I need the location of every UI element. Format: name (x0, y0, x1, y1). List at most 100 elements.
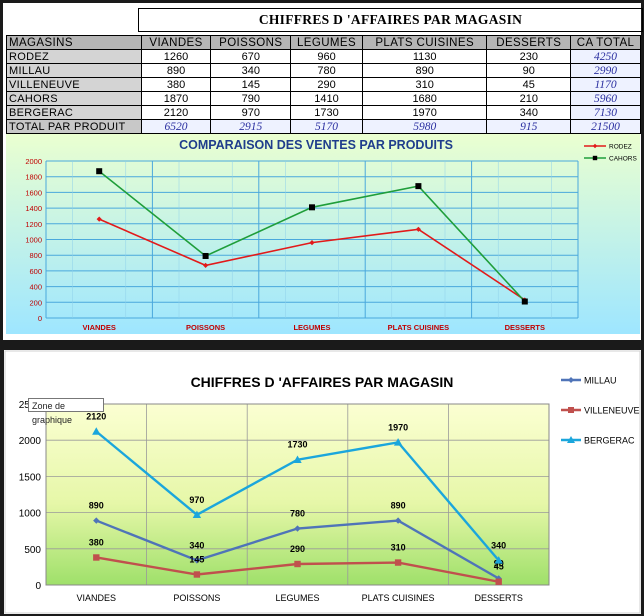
data-label: 340 (189, 540, 204, 550)
legend-marker (592, 155, 598, 161)
column-header: PLATS CUISINES (361, 35, 488, 50)
column-header: CA TOTAL (570, 35, 641, 50)
chart-comparaison[interactable]: 0 200 400 600 800 1000 1200 1400 1600 1800 2000 VIA… (6, 134, 640, 334)
total-cell: 7130 (570, 105, 641, 120)
total-cell: 4250 (570, 49, 641, 64)
data-label: 970 (189, 495, 204, 505)
product-total-cell: 5980 (361, 119, 488, 134)
legend-marker (592, 143, 598, 149)
total-label-cell: TOTAL PAR PRODUIT (6, 119, 142, 134)
data-label: 340 (491, 540, 506, 550)
store-name-cell: VILLENEUVE (6, 77, 142, 92)
top-panel: CHIFFRES D 'AFFAIRES PAR MAGASIN MAGASIN… (3, 3, 643, 340)
y-tick-label: 400 (29, 283, 42, 292)
value-cell: 670 (210, 49, 292, 64)
value-cell: 380 (140, 77, 212, 92)
column-header: POISSONS (210, 35, 292, 50)
data-point (415, 226, 421, 232)
y-tick-label: 200 (29, 298, 42, 307)
column-header: DESSERTS (486, 35, 572, 50)
data-label: 1970 (388, 422, 408, 432)
y-tick-label: 600 (29, 267, 42, 276)
y-tick-label: 2000 (25, 157, 42, 166)
y-tick-label: 1000 (25, 236, 42, 245)
chart-chiffres-magasin[interactable]: 05001000150020002500VIANDESPOISSONSLEGUM… (4, 350, 641, 614)
legend-label: MILLAU (584, 376, 617, 386)
value-cell: 1870 (140, 91, 212, 106)
y-tick-label: 1500 (19, 472, 42, 483)
y-tick-label: 500 (24, 545, 41, 556)
data-point (393, 438, 403, 446)
x-tick-label: PLATS CUISINES (362, 593, 435, 603)
x-tick-label: POISSONS (186, 323, 225, 332)
product-total-cell: 5170 (290, 119, 363, 134)
data-label: 45 (494, 562, 504, 572)
total-cell: 1170 (570, 77, 641, 92)
data-point (193, 571, 201, 578)
data-label: 890 (391, 501, 406, 511)
column-header: VIANDES (140, 35, 212, 50)
chart-background (6, 134, 640, 334)
value-cell: 1730 (290, 105, 363, 120)
value-cell: 340 (486, 105, 572, 120)
data-point (309, 240, 315, 246)
x-tick-label: DESSERTS (505, 323, 545, 332)
value-cell: 1680 (361, 91, 488, 106)
value-cell: 1260 (140, 49, 212, 64)
legend-marker (567, 436, 575, 443)
data-point (495, 578, 502, 585)
chart-border (4, 350, 641, 614)
data-label: 780 (290, 509, 305, 519)
table-row: RODEZ 1260 670 960 1130 230 4250 (6, 49, 641, 64)
product-total-cell: 2915 (210, 119, 292, 134)
grand-total-cell: 21500 (570, 119, 641, 134)
data-label: 145 (189, 555, 204, 565)
value-cell: 780 (290, 63, 363, 78)
data-label: 890 (89, 501, 104, 511)
data-point (521, 298, 528, 305)
x-tick-label: VIANDES (83, 323, 116, 332)
y-tick-label: 1400 (25, 204, 42, 213)
legend-marker (568, 407, 574, 413)
data-label: 2120 (86, 412, 106, 422)
value-cell: 230 (486, 49, 572, 64)
data-label: 290 (290, 544, 305, 554)
column-header: LEGUMES (290, 35, 363, 50)
plot-background (46, 404, 549, 585)
store-name-cell: MILLAU (6, 63, 142, 78)
value-cell: 290 (290, 77, 363, 92)
y-tick-label: 1000 (19, 509, 42, 520)
bottom-panel: 05001000150020002500VIANDESPOISSONSLEGUM… (4, 350, 641, 614)
total-cell: 2990 (570, 63, 641, 78)
value-cell: 340 (210, 63, 292, 78)
page-title: CHIFFRES D 'AFFAIRES PAR MAGASIN (138, 8, 643, 32)
y-tick-label: 1200 (25, 220, 42, 229)
legend-label: BERGERAC (584, 436, 635, 446)
value-cell: 45 (486, 77, 572, 92)
total-row: TOTAL PAR PRODUIT 6520 2915 5170 5980 915 2150… (6, 119, 641, 134)
x-tick-label: VIANDES (77, 593, 117, 603)
value-cell: 210 (486, 91, 572, 106)
table-row: VILLENEUVE 380 145 290 310 45 1170 (6, 77, 641, 92)
value-cell: 890 (140, 63, 212, 78)
total-cell: 5960 (570, 91, 641, 106)
data-point (96, 216, 102, 222)
column-header: MAGASINS (6, 35, 142, 50)
data-point (92, 427, 101, 435)
y-tick-label: 1600 (25, 188, 42, 197)
chart-title: COMPARAISON DES VENTES PAR PRODUITS (179, 138, 453, 152)
data-point (394, 559, 402, 566)
x-tick-label: LEGUMES (275, 593, 319, 603)
y-tick-label: 0 (38, 314, 42, 323)
product-total-cell: 915 (486, 119, 572, 134)
table-row: CAHORS 1870 790 1410 1680 210 5960 (6, 91, 641, 106)
value-cell: 1410 (290, 91, 363, 106)
value-cell: 1970 (361, 105, 488, 120)
data-point (415, 183, 422, 190)
legend-label: VILLENEUVE (584, 406, 640, 416)
data-label: 380 (89, 537, 104, 547)
y-tick-label: 800 (29, 251, 42, 260)
y-tick-label: 0 (35, 581, 41, 592)
value-cell: 90 (486, 63, 572, 78)
legend-label: CAHORS (609, 156, 637, 163)
